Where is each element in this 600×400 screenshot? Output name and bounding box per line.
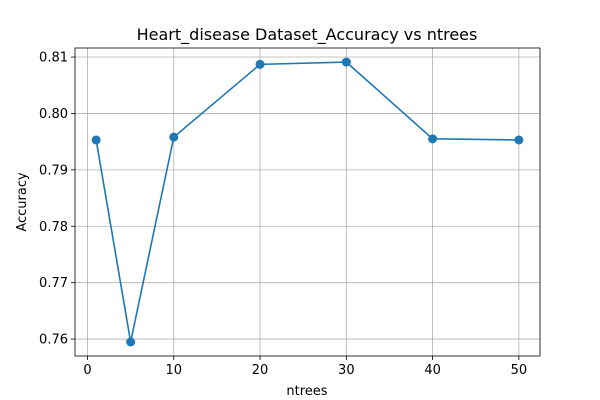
data-point	[255, 59, 265, 69]
y-tick-label: 0.78	[39, 220, 68, 235]
x-tick-label: 20	[252, 363, 269, 378]
x-tick-label: 10	[166, 363, 183, 378]
y-tick-label: 0.79	[39, 163, 68, 178]
plot-frame	[74, 47, 541, 357]
y-tick-label: 0.81	[39, 51, 68, 66]
x-tick-label: 30	[338, 363, 355, 378]
data-point	[91, 135, 101, 145]
data-point	[428, 134, 438, 144]
chart-title: Heart_disease Dataset_Accuracy vs ntrees	[137, 25, 478, 45]
data-point	[169, 132, 179, 142]
x-tick-label: 50	[511, 363, 528, 378]
x-tick-label: 0	[83, 363, 91, 378]
y-tick-label: 0.80	[39, 107, 68, 122]
x-tick-label: 40	[424, 363, 441, 378]
data-point	[126, 337, 136, 347]
grid	[75, 48, 540, 356]
data-point	[341, 57, 351, 67]
series-layer	[91, 57, 524, 347]
y-tick-label: 0.76	[39, 333, 68, 348]
y-tick-label: 0.77	[39, 276, 68, 291]
series-line	[95, 61, 519, 343]
data-point	[514, 135, 524, 145]
ticks: 0 10 20 30 40 50 0.76 0.77 0.78 0.79 0.80 0.81	[39, 51, 527, 378]
y-axis-label: Accuracy	[15, 172, 30, 232]
x-axis-label: ntrees	[286, 384, 327, 399]
